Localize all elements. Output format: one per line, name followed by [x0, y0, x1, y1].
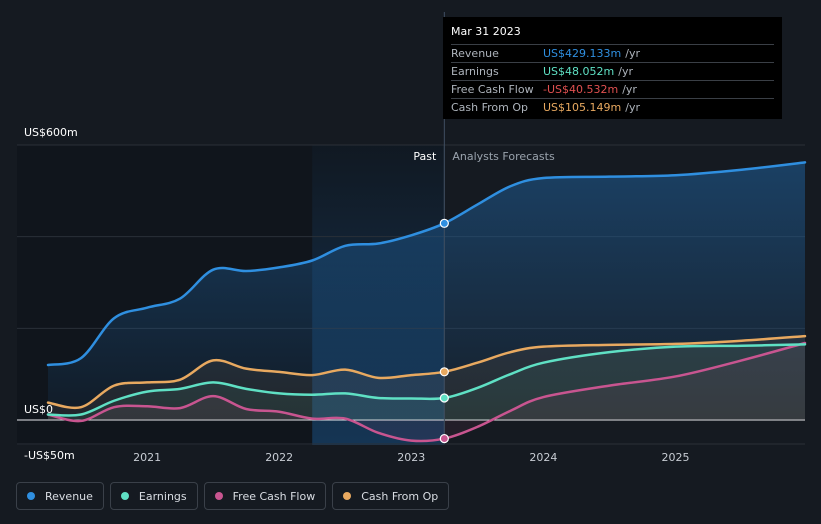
legend-dot-icon	[343, 492, 352, 500]
marker-cash-from-op	[439, 367, 449, 377]
tooltip-row-free-cash-flow: Free Cash Flow -US$40.532m /yr	[451, 80, 774, 98]
tooltip-unit: /yr	[625, 47, 640, 60]
tooltip-value: -US$40.532m	[543, 83, 619, 96]
tooltip-date: Mar 31 2023	[451, 25, 521, 38]
legend-label: Free Cash Flow	[232, 489, 316, 503]
legend-item-free-cash-flow[interactable]: Free Cash Flow	[203, 482, 327, 510]
legend-item-revenue[interactable]: Revenue	[16, 482, 104, 510]
y-axis-label-zero: US$0	[24, 403, 53, 416]
tooltip-unit: /yr	[622, 83, 637, 96]
series-line-cash-from-op	[46, 334, 807, 410]
tooltip-label: Earnings	[451, 65, 499, 78]
tooltip-label: Free Cash Flow	[451, 83, 534, 96]
tooltip-label: Revenue	[451, 47, 499, 60]
tooltip-value: US$429.133m	[543, 47, 622, 60]
tooltip: Mar 31 2023 Revenue US$429.133m /yr Earn…	[443, 17, 782, 119]
tooltip-row-cash-from-op: Cash From Op US$105.149m /yr	[451, 98, 774, 116]
series-area-free-cash-flow	[48, 343, 805, 442]
legend-dot-icon	[214, 492, 223, 500]
legend-label: Revenue	[45, 489, 93, 503]
x-tick-label: 2022	[265, 451, 293, 464]
series-line-free-cash-flow	[46, 341, 807, 443]
x-tick-label: 2021	[133, 451, 161, 464]
legend-item-cash-from-op[interactable]: Cash From Op	[332, 482, 450, 510]
series-line-revenue	[46, 161, 807, 367]
legend-item-earnings[interactable]: Earnings	[109, 482, 198, 510]
series-area-earnings	[48, 344, 805, 420]
forecast-label: Analysts Forecasts	[452, 150, 555, 163]
legend-label: Cash From Op	[361, 489, 439, 503]
y-axis-label-bottom: -US$50m	[24, 449, 75, 462]
series-line-earnings	[46, 343, 807, 417]
legend-dot-icon	[27, 492, 35, 500]
legend-dot-icon	[120, 492, 129, 500]
marker-revenue	[439, 218, 449, 228]
tooltip-row-earnings: Earnings US$48.052m /yr	[451, 62, 774, 80]
series-area-cash-from-op	[48, 336, 805, 420]
series-area-revenue	[48, 162, 805, 420]
legend: Revenue Earnings Free Cash Flow Cash Fro…	[16, 482, 450, 510]
tooltip-unit: /yr	[625, 101, 640, 114]
legend-label: Earnings	[138, 489, 187, 503]
marker-earnings	[439, 393, 449, 403]
marker-free-cash-flow	[439, 433, 449, 444]
tooltip-label: Cash From Op	[451, 101, 529, 114]
x-tick-label: 2024	[529, 451, 557, 464]
x-tick-label: 2023	[397, 451, 425, 464]
x-tick-label: 2025	[662, 451, 690, 464]
tooltip-value: US$48.052m	[543, 65, 615, 78]
past-label: Past	[413, 150, 437, 163]
y-axis-label-top: US$600m	[24, 126, 78, 139]
tooltip-row-revenue: Revenue US$429.133m /yr	[451, 44, 774, 62]
tooltip-value: US$105.149m	[543, 101, 622, 114]
tooltip-unit: /yr	[618, 65, 633, 78]
